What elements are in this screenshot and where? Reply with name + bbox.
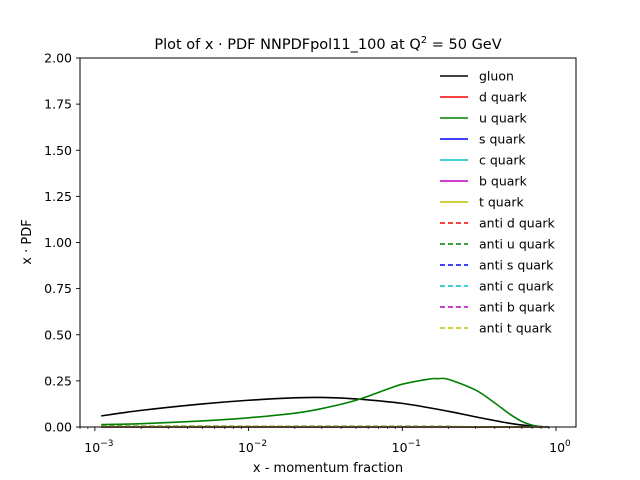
legend-label-s-quark: s quark xyxy=(479,132,526,147)
y-tick-label: 1.75 xyxy=(44,97,72,112)
x-tick-label: 100 xyxy=(549,439,571,455)
series-line-u-quark xyxy=(101,377,549,428)
x-axis: 10−3 10−2 10−1 100 xyxy=(79,427,571,455)
x-tick-label: 10−1 xyxy=(392,439,421,455)
y-tick-label: 0.00 xyxy=(44,420,72,435)
legend-label-d-quark: d quark xyxy=(479,90,528,105)
y-tick-label: 1.25 xyxy=(44,189,72,204)
legend-label-anti-c-quark: anti c quark xyxy=(479,279,554,294)
legend-label-anti-s-quark: anti s quark xyxy=(479,258,554,273)
y-axis: 0.00 0.25 0.50 0.75 1.00 1.25 1.50 1.75 2.00 xyxy=(44,51,80,435)
legend: gluon d quark u quark s quark c quark b quark… xyxy=(440,69,555,336)
y-tick-label: 0.75 xyxy=(44,281,72,296)
legend-label-b-quark: b quark xyxy=(479,174,528,189)
legend-label-u-quark: u quark xyxy=(479,111,528,126)
x-tick-label: 10−2 xyxy=(238,439,267,455)
series-layer xyxy=(101,377,549,428)
y-axis-label: x · PDF xyxy=(20,219,35,264)
chart-title: Plot of x · PDF NNPDFpol11_100 at Q2 = 5… xyxy=(154,35,501,53)
legend-label-anti-b-quark: anti b quark xyxy=(479,300,555,315)
legend-label-anti-d-quark: anti d quark xyxy=(479,216,555,231)
legend-label-anti-u-quark: anti u quark xyxy=(479,237,555,252)
x-axis-label: x - momentum fraction xyxy=(253,461,403,476)
series-line-gluon xyxy=(101,396,549,428)
y-tick-label: 0.25 xyxy=(44,373,72,388)
y-tick-label: 2.00 xyxy=(44,51,72,66)
y-tick-label: 1.50 xyxy=(44,143,72,158)
legend-label-c-quark: c quark xyxy=(479,153,527,168)
legend-label-gluon: gluon xyxy=(479,69,514,84)
legend-label-anti-t-quark: anti t quark xyxy=(479,321,552,336)
legend-label-t-quark: t quark xyxy=(479,195,525,210)
y-tick-label: 1.00 xyxy=(44,235,72,250)
y-tick-label: 0.50 xyxy=(44,327,72,342)
x-tick-label: 10−3 xyxy=(84,439,113,455)
